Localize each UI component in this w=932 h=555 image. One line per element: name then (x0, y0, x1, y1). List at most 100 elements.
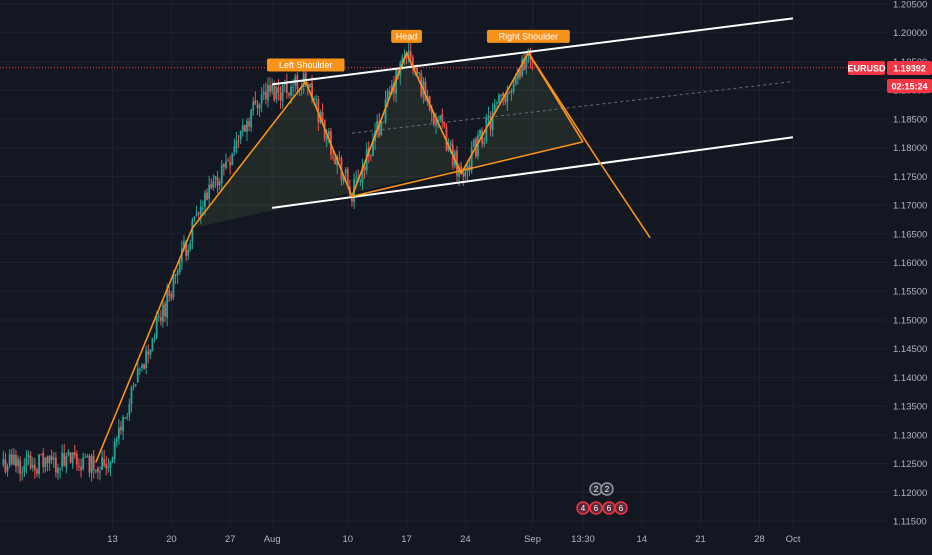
y-tick-label: 1.12500 (893, 459, 927, 470)
candle-body (407, 50, 410, 59)
candle-body (88, 455, 91, 473)
candle-body (189, 242, 192, 250)
candle-body (432, 114, 435, 125)
callout-label: Right Shoulder (499, 31, 559, 41)
candle-body (199, 206, 202, 216)
candle-body (233, 146, 236, 153)
candle-body (222, 164, 225, 167)
candle-body (363, 166, 366, 170)
candle-body (63, 453, 66, 466)
candle-body (96, 468, 99, 473)
candle-body (191, 219, 194, 242)
candle-body (101, 457, 103, 470)
x-tick-label: 13:30 (571, 534, 595, 545)
event-marker-count: 2 (605, 485, 610, 494)
candle-body (99, 471, 101, 473)
candle-body (65, 456, 68, 468)
candle-body (33, 464, 36, 471)
candle-body (61, 452, 64, 468)
candle-body (531, 60, 534, 63)
candle-body (441, 113, 444, 123)
callout-label: Head (396, 31, 418, 41)
candle-body (80, 466, 82, 471)
candle-body (382, 121, 385, 123)
candle-body (185, 241, 187, 256)
candle-body (313, 98, 316, 100)
x-tick-label: 17 (401, 534, 412, 545)
candle-body (277, 87, 280, 93)
candle-body (17, 458, 19, 467)
candle-body (521, 58, 523, 76)
event-marker-count: 6 (594, 504, 599, 513)
candle-body (36, 469, 38, 474)
candle-body (332, 156, 334, 158)
y-tick-label: 1.16000 (893, 258, 927, 269)
candle-body (12, 454, 15, 465)
x-tick-label: 21 (695, 534, 706, 545)
candle-body (519, 69, 521, 78)
candle-body (491, 111, 494, 131)
candle-body (21, 472, 24, 474)
candle-body (23, 465, 26, 472)
last-price-label: 1.19392 (893, 64, 926, 74)
candle-body (342, 175, 345, 182)
candle-body (103, 458, 106, 466)
candle-body (94, 469, 97, 472)
candle-body (464, 171, 467, 177)
candle-body (489, 116, 492, 129)
candle-body (126, 416, 129, 418)
candle-body (479, 129, 481, 136)
candle-body (327, 130, 330, 136)
candle-body (267, 84, 269, 101)
candle-body (483, 142, 486, 144)
event-marker-icon[interactable] (589, 501, 603, 515)
candle-body (273, 85, 276, 101)
candle-body (241, 125, 244, 132)
candle-body (470, 147, 473, 171)
event-marker-count: 6 (607, 504, 612, 513)
annotations: Left Shoulder Head Right Shoulder (266, 29, 570, 72)
candle-body (355, 177, 358, 179)
candle-body (201, 208, 204, 210)
candle-body (92, 455, 95, 471)
event-marker-count: 2 (594, 485, 599, 494)
candle-body (338, 157, 341, 159)
countdown-label: 02:15:24 (891, 82, 927, 92)
time-axis-panel[interactable] (0, 527, 932, 550)
candle-body (31, 465, 34, 468)
grid (0, 0, 887, 527)
candle-body (514, 78, 517, 84)
candle-body (227, 160, 229, 162)
y-tick-label: 1.13000 (893, 430, 927, 441)
candle-body (430, 108, 433, 114)
event-marker-icon[interactable] (600, 482, 614, 496)
candle-body (285, 81, 288, 94)
candle-body (271, 84, 274, 92)
candle-body (111, 457, 114, 463)
event-marker-icon[interactable] (576, 501, 590, 515)
event-marker-icon[interactable] (614, 501, 628, 515)
candle-body (445, 126, 448, 151)
y-tick-label: 1.14500 (893, 344, 927, 355)
candle-body (504, 94, 507, 102)
event-marker-count: 4 (581, 504, 586, 513)
y-tick-label: 1.17000 (893, 201, 927, 212)
candle-body (369, 154, 372, 156)
event-markers[interactable]: 2 24 6 6 6 (576, 482, 628, 515)
candle-body (472, 139, 475, 147)
y-tick-label: 1.15500 (893, 287, 927, 298)
candle-body (502, 92, 505, 97)
callout-label: Left Shoulder (279, 60, 333, 70)
x-tick-label: 20 (166, 534, 177, 545)
candle-body (141, 364, 143, 369)
candle-body (67, 452, 70, 456)
candle-body (147, 351, 150, 355)
candle-body (162, 304, 164, 322)
candle-body (388, 91, 391, 95)
y-tick-label: 1.14000 (893, 373, 927, 384)
x-tick-label: 14 (636, 534, 647, 545)
uptrend-line (95, 227, 194, 463)
candle-body (500, 94, 502, 96)
callout-box (486, 29, 570, 43)
